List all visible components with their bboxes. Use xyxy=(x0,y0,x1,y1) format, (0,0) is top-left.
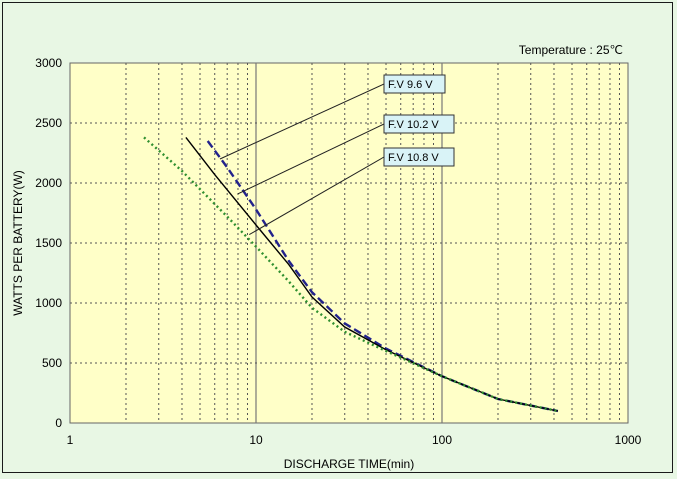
callout-label: F.V 10.2 V xyxy=(388,119,439,131)
callout-leader-line xyxy=(249,156,385,236)
plot-area xyxy=(69,62,629,424)
callout-label-box xyxy=(383,74,446,94)
callout-leader-line xyxy=(219,83,385,160)
series-lines xyxy=(143,136,559,413)
x-tick-label: 10 xyxy=(249,433,263,447)
x-tick-labels: 1 10 100 1000 xyxy=(67,433,642,447)
x-tick-label: 100 xyxy=(432,433,452,447)
y-tick-label: 500 xyxy=(42,356,62,370)
temperature-annotation: Temperature : 25℃ xyxy=(519,43,623,57)
series-callouts: F.V 9.6 V F.V 10.2 V F.V 10.8 V xyxy=(219,74,455,236)
y-tick-label: 2000 xyxy=(35,176,62,190)
callout-leader-line xyxy=(237,123,385,195)
y-tick-label: 3000 xyxy=(35,56,62,70)
y-tick-label: 1000 xyxy=(35,296,62,310)
x-axis-title: DISCHARGE TIME(min) xyxy=(284,457,414,471)
callout-label: F.V 9.6 V xyxy=(388,79,433,91)
callout-label-box xyxy=(383,147,455,167)
discharge-chart: F.V 9.6 V F.V 10.2 V F.V 10.8 V 0 500 1000 15… xyxy=(11,43,642,471)
y-tick-label: 0 xyxy=(55,416,62,430)
callout-label: F.V 10.8 V xyxy=(388,152,439,164)
y-tick-label: 2500 xyxy=(35,116,62,130)
y-tick-labels: 0 500 1000 1500 2000 2500 3000 xyxy=(35,56,62,430)
chart-frame: F.V 9.6 V F.V 10.2 V F.V 10.8 V 0 500 1000 15… xyxy=(2,2,673,473)
series-line-1 xyxy=(206,140,559,413)
y-tick-label: 1500 xyxy=(35,236,62,250)
series-line-2 xyxy=(185,136,559,412)
x-tick-label: 1 xyxy=(67,433,74,447)
callout-label-box xyxy=(383,114,455,134)
y-axis-title: WATTS PER BATTERY(W) xyxy=(11,170,25,316)
x-tick-label: 1000 xyxy=(615,433,642,447)
